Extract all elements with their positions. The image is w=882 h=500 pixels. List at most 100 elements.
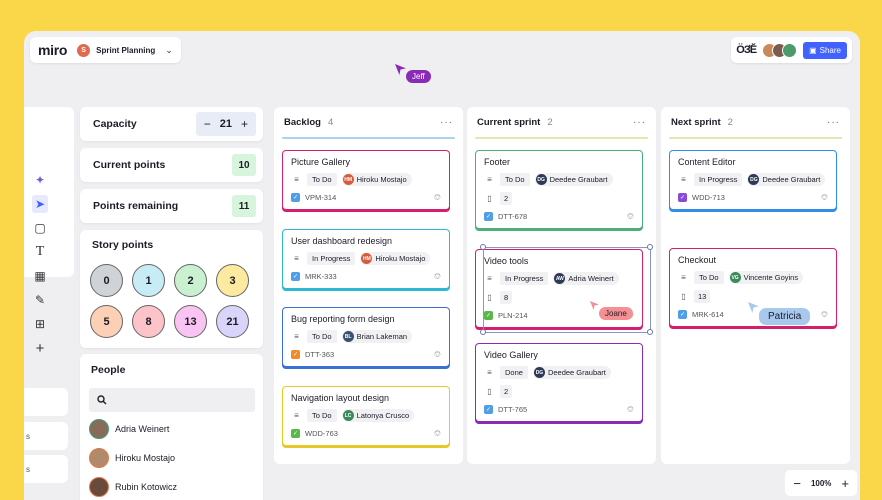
person-item[interactable]: Adria Weinert (80, 417, 263, 441)
ticket-id[interactable]: MRK-333 (305, 272, 337, 281)
column-header[interactable]: Next sprint 2 ··· (661, 107, 850, 137)
column-count: 4 (327, 116, 334, 128)
column-divider (669, 137, 842, 139)
share-button[interactable]: ▣ Share (803, 41, 847, 59)
card-footer: ✓ VPM-314 ⎊ (291, 192, 441, 203)
more-icon[interactable]: ··· (633, 116, 646, 128)
plus-button[interactable]: + (240, 117, 248, 131)
task-card[interactable]: Footer ≡ To Do DG Deedee Graubart ▯ 2 ✓ DTT-678 ⎊ (475, 150, 643, 229)
selection-box[interactable] (480, 244, 653, 335)
ticket-id[interactable]: MRK-614 (692, 310, 724, 319)
text-icon[interactable]: T (35, 244, 45, 259)
frame-icon[interactable]: ⊞ (34, 317, 46, 331)
ticket-id[interactable]: WDD-763 (305, 429, 338, 438)
ticket-id[interactable]: DTT-678 (498, 212, 528, 221)
assignee-chip[interactable]: HM Hiroku Mostajo (360, 252, 431, 265)
person-item[interactable]: Rubin Kotowicz (80, 475, 263, 499)
column-header[interactable]: Current sprint 2 ··· (467, 107, 656, 137)
task-card[interactable]: Content Editor ≡ In Progress DG Deedee Graub… (669, 150, 837, 210)
story-points-value[interactable]: 13 (694, 290, 711, 303)
ticket-id[interactable]: DTT-765 (498, 405, 528, 414)
status-badge[interactable]: In Progress (694, 173, 743, 186)
story-points-value[interactable]: 2 (500, 192, 513, 205)
status-badge[interactable]: To Do (694, 271, 724, 284)
link-icon[interactable]: ⎊ (820, 192, 828, 202)
task-card[interactable]: User dashboard redesign ≡ In Progress HM Hir… (282, 229, 450, 289)
avatar[interactable] (782, 42, 798, 58)
capacity-value[interactable]: 21 (219, 118, 232, 130)
add-icon[interactable]: + (35, 339, 45, 357)
resize-handle[interactable] (480, 244, 486, 250)
status-badge[interactable]: In Progress (307, 252, 356, 265)
capacity-stepper[interactable]: − 21 + (195, 112, 256, 136)
pen-icon[interactable]: ✎ (34, 293, 46, 307)
link-icon[interactable]: ⎊ (626, 211, 634, 221)
more-icon[interactable]: ··· (440, 116, 453, 128)
task-card[interactable]: Video Gallery ≡ Done DG Deedee Graubart ▯ 2 ✓ DT… (475, 343, 643, 422)
chevron-down-icon[interactable]: ⌄ (165, 44, 173, 55)
board-canvas[interactable]: miro S Sprint Planning ⌄ ÖЗ̆Ĕ ▣ Share Je… (24, 31, 860, 500)
reactions-icon[interactable]: ÖЗ̆Ĕ (736, 44, 757, 56)
assignee-chip[interactable]: AW Adria Weinert (553, 272, 619, 285)
more-icon[interactable]: ··· (827, 116, 840, 128)
link-icon[interactable]: ⎊ (433, 428, 441, 438)
ticket-id[interactable]: PLN-214 (498, 311, 528, 320)
status-badge[interactable]: Done (500, 366, 528, 379)
card-title: Bug reporting form design (291, 314, 395, 324)
column-header[interactable]: Backlog 4 ··· (274, 107, 463, 137)
assignee-chip[interactable]: DG Deedee Graubart (747, 173, 826, 186)
status-badge[interactable]: To Do (307, 173, 337, 186)
link-icon[interactable]: ⎊ (820, 309, 828, 319)
board-title[interactable]: Sprint Planning (96, 45, 156, 55)
zoom-out-button[interactable]: − (793, 475, 801, 491)
link-icon[interactable]: ⎊ (433, 349, 441, 359)
miro-logo[interactable]: miro (38, 42, 68, 58)
person-item[interactable]: Hiroku Mostajo (80, 446, 263, 470)
story-point-chip[interactable]: 0 (90, 264, 123, 297)
task-card[interactable]: Bug reporting form design ≡ To Do BL Brian L… (282, 307, 450, 367)
ticket-id[interactable]: VPM-314 (305, 193, 337, 202)
story-point-chip[interactable]: 3 (216, 264, 249, 297)
zoom-level[interactable]: 100% (810, 478, 832, 488)
status-badge[interactable]: To Do (307, 330, 337, 343)
status-badge[interactable]: To Do (500, 173, 530, 186)
assignee-chip[interactable]: DG Deedee Graubart (532, 366, 611, 379)
side-stub[interactable]: s (24, 422, 68, 450)
task-card[interactable]: Picture Gallery ≡ To Do HM Hiroku Mostajo ✓ VP… (282, 150, 450, 210)
story-points-value[interactable]: 2 (500, 385, 513, 398)
resize-handle[interactable] (647, 244, 653, 250)
shapes-icon[interactable]: ▦ (34, 269, 46, 283)
task-card[interactable]: Navigation layout design ≡ To Do LC Latonya … (282, 386, 450, 446)
resize-handle[interactable] (647, 329, 653, 335)
link-icon[interactable]: ⎊ (433, 192, 441, 202)
story-point-chip[interactable]: 13 (174, 305, 207, 338)
status-badge[interactable]: In Progress (500, 272, 549, 285)
link-icon[interactable]: ⎊ (626, 404, 634, 414)
side-stub[interactable] (24, 388, 68, 416)
side-stub[interactable]: s (24, 455, 68, 483)
ticket-id[interactable]: DTT-363 (305, 350, 335, 359)
select-icon[interactable]: ➤ (32, 195, 48, 213)
story-point-chip[interactable]: 2 (174, 264, 207, 297)
sticky-note-icon[interactable]: ▢ (34, 221, 46, 235)
magic-icon[interactable]: ✦ (34, 173, 46, 187)
story-points-value[interactable]: 8 (500, 291, 513, 304)
collaborator-avatars[interactable] (762, 42, 798, 58)
ticket-id[interactable]: WDD-713 (692, 193, 725, 202)
link-icon[interactable]: ⎊ (433, 271, 441, 281)
people-search-input[interactable] (89, 388, 255, 412)
story-point-chip[interactable]: 1 (132, 264, 165, 297)
assignee-chip[interactable]: LC Latonya Crusco (341, 409, 415, 422)
status-badge[interactable]: To Do (307, 409, 337, 422)
zoom-in-button[interactable]: + (841, 475, 849, 491)
assignee-chip[interactable]: DG Deedee Graubart (534, 173, 613, 186)
story-point-chip[interactable]: 21 (216, 305, 249, 338)
resize-handle[interactable] (480, 329, 486, 335)
assignee-chip[interactable]: VG Vincente Goyins (728, 271, 804, 284)
minus-button[interactable]: − (203, 117, 211, 131)
card-title: Video Gallery (484, 350, 538, 360)
story-point-chip[interactable]: 5 (90, 305, 123, 338)
story-point-chip[interactable]: 8 (132, 305, 165, 338)
assignee-chip[interactable]: HM Hiroku Mostajo (341, 173, 412, 186)
assignee-chip[interactable]: BL Brian Lakeman (341, 330, 413, 343)
